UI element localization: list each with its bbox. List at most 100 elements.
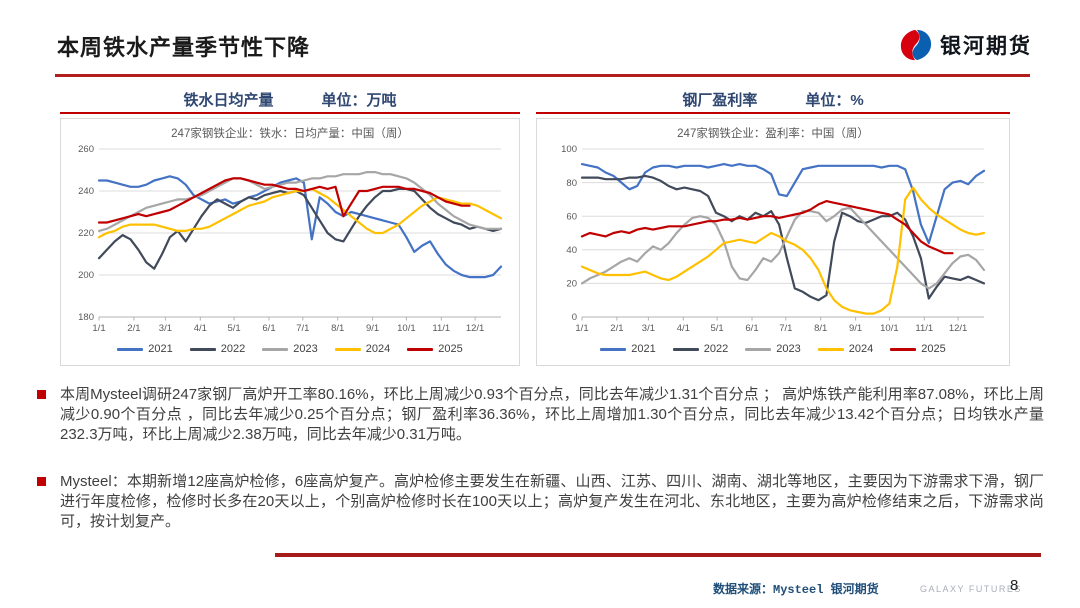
svg-text:10/1: 10/1	[397, 323, 416, 334]
iron-output-chart-box: 247家钢铁企业：铁水：日均产量：中国（周） 180 200 220 240 260 1/…	[60, 118, 520, 366]
svg-text:100: 100	[561, 144, 577, 155]
svg-text:10/1: 10/1	[880, 323, 899, 334]
bullet-square-icon	[37, 390, 46, 399]
bullet-square-icon	[37, 477, 46, 486]
svg-text:8/1: 8/1	[331, 323, 344, 334]
chart-subtitle: 247家钢铁企业：盈利率：中国（周）	[677, 128, 869, 140]
bullet-item: 本周Mysteel调研247家钢厂高炉开工率80.16%，环比上周减少0.93个…	[34, 385, 1044, 445]
legend-line-swatch	[334, 347, 361, 351]
svg-text:4/1: 4/1	[194, 323, 207, 334]
svg-text:5/1: 5/1	[710, 323, 723, 334]
legend-line-swatch	[672, 347, 699, 351]
legend-item-2024: 2024	[817, 343, 874, 355]
chart-header: 钢厂盈利率 单位：%	[536, 88, 1010, 110]
legend-item-2021: 2021	[600, 343, 656, 355]
svg-text:6/1: 6/1	[262, 323, 275, 334]
svg-text:11/1: 11/1	[432, 323, 450, 334]
chart-header: 铁水日均产量 单位：万吨	[60, 88, 520, 110]
svg-text:2/1: 2/1	[127, 323, 140, 334]
chart-header-label: 铁水日均产量	[183, 91, 274, 109]
svg-text:2/1: 2/1	[610, 323, 623, 334]
footer-source: 数据来源：Mysteel 银河期货	[713, 583, 879, 597]
underline-rule	[275, 553, 1041, 557]
svg-text:12/1: 12/1	[949, 323, 968, 334]
svg-text:1/1: 1/1	[92, 323, 105, 334]
legend-line-swatch	[407, 347, 434, 351]
svg-text:220: 220	[78, 228, 94, 239]
profit-rate-chart: 0 20 40 60 80 100 1/1 2/1 3/1 4/1 5/1 6/1 7/1 8/1 9/1 1…	[561, 144, 986, 334]
svg-text:6/1: 6/1	[745, 323, 758, 334]
legend-line-swatch	[817, 347, 844, 351]
legend-label: 2023	[776, 343, 801, 355]
chart-legend: 2021 2022 2023 2024 2025	[600, 343, 946, 355]
svg-text:3/1: 3/1	[159, 323, 172, 334]
bullet-text: Mysteel：本期新增12座高炉检修，6座高炉复产。高炉检修主要发生在新疆、山…	[60, 473, 1044, 530]
chart-header-label: 钢厂盈利率	[682, 91, 758, 109]
svg-text:0: 0	[572, 312, 577, 323]
svg-text:1/1: 1/1	[575, 323, 588, 334]
svg-text:80: 80	[566, 178, 577, 189]
svg-text:180: 180	[78, 312, 94, 323]
logo-text: 银河期货	[940, 35, 1032, 58]
legend-item-2022: 2022	[189, 343, 246, 355]
svg-text:7/1: 7/1	[779, 323, 792, 334]
legend-line-swatch	[600, 347, 627, 351]
iron-output-column: 铁水日均产量 单位：万吨 247家钢铁企业：铁水：日均产量：中国（周） 180 2…	[60, 88, 520, 366]
svg-text:3/1: 3/1	[642, 323, 655, 334]
svg-text:40: 40	[566, 245, 577, 256]
page-title: 本周铁水产量季节性下降	[57, 35, 311, 60]
profit-rate-chart-box: 247家钢铁企业：盈利率：中国（周） 0 20 40 60 80 100 1/1 2/1 3/1…	[536, 118, 1010, 366]
legend-label: 2021	[148, 343, 173, 355]
legend-line-swatch	[745, 347, 772, 351]
chart-unit-label: 单位：万吨	[321, 91, 397, 109]
legend-label: 2023	[293, 343, 318, 355]
page-number: 8	[1010, 577, 1019, 594]
svg-text:60: 60	[566, 211, 577, 222]
chart-legend: 2021 2022 2023 2024 2025	[117, 343, 463, 355]
svg-text:9/1: 9/1	[366, 323, 379, 334]
chart-unit-label: 单位：%	[805, 91, 864, 109]
svg-text:260: 260	[78, 144, 94, 155]
legend-line-swatch	[117, 347, 144, 351]
bullet-item: Mysteel：本期新增12座高炉检修，6座高炉复产。高炉检修主要发生在新疆、山…	[34, 472, 1044, 532]
bullet-list: 本周Mysteel调研247家钢厂高炉开工率80.16%，环比上周减少0.93个…	[34, 385, 1044, 532]
svg-text:11/1: 11/1	[915, 323, 933, 334]
legend-label: 2025	[438, 343, 463, 355]
galaxy-swirl-icon	[899, 28, 933, 62]
svg-text:12/1: 12/1	[466, 323, 485, 334]
legend-item-2022: 2022	[672, 343, 729, 355]
legend-label: 2025	[921, 343, 946, 355]
legend-item-2025: 2025	[407, 343, 463, 355]
iron-output-chart: 180 200 220 240 260 1/1 2/1 3/1 4/1 5/1 6/1 7/1 8/1 9…	[78, 144, 503, 334]
chart-subtitle: 247家钢铁企业：铁水：日均产量：中国（周）	[171, 128, 409, 140]
svg-text:5/1: 5/1	[227, 323, 240, 334]
title-rule	[55, 74, 1030, 77]
legend-label: 2022	[220, 343, 246, 355]
legend-label: 2022	[703, 343, 729, 355]
footer-brand: GALAXY FUTURES	[920, 584, 1022, 594]
galaxy-logo: 银河期货	[899, 28, 1032, 62]
legend-item-2023: 2023	[745, 343, 801, 355]
header-underline	[60, 112, 520, 114]
profit-rate-column: 钢厂盈利率 单位：% 247家钢铁企业：盈利率：中国（周） 0 20 40 60 80 1…	[536, 88, 1010, 366]
bullet-text: 本周Mysteel调研247家钢厂高炉开工率80.16%，环比上周减少0.93个…	[60, 386, 1044, 443]
svg-text:8/1: 8/1	[814, 323, 827, 334]
legend-item-2023: 2023	[262, 343, 318, 355]
legend-item-2024: 2024	[334, 343, 391, 355]
svg-text:7/1: 7/1	[296, 323, 309, 334]
legend-label: 2024	[848, 343, 874, 355]
legend-item-2025: 2025	[890, 343, 946, 355]
legend-label: 2021	[631, 343, 656, 355]
legend-line-swatch	[890, 347, 917, 351]
svg-text:9/1: 9/1	[849, 323, 862, 334]
legend-label: 2024	[365, 343, 391, 355]
header-underline	[536, 112, 1010, 114]
svg-text:240: 240	[78, 186, 94, 197]
svg-text:4/1: 4/1	[677, 323, 690, 334]
svg-text:200: 200	[78, 270, 94, 281]
legend-item-2021: 2021	[117, 343, 173, 355]
legend-line-swatch	[262, 347, 289, 351]
svg-text:20: 20	[566, 279, 577, 290]
legend-line-swatch	[189, 347, 216, 351]
